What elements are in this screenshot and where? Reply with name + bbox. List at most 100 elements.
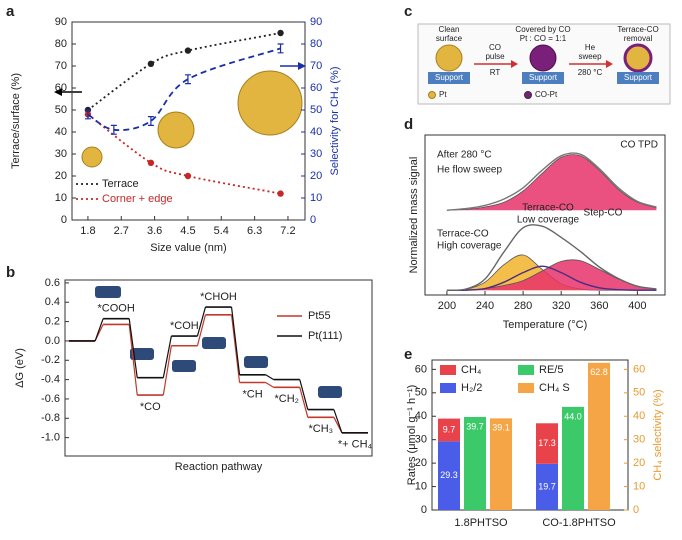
step-title: surface	[436, 34, 463, 43]
value-label: 44.0	[564, 411, 582, 421]
arrow-label: RT	[490, 68, 501, 77]
error-bar	[84, 109, 91, 120]
y-tick-label: 30	[310, 148, 322, 160]
diagram: Clean surface Support Covered by CO Pt :…	[417, 23, 671, 105]
panel-label: e	[404, 346, 412, 363]
step: Covered by CO Pt : CO = 1:1 Support	[515, 25, 571, 84]
legend-label: RE/5	[539, 364, 563, 376]
y-tick-label: 80	[55, 38, 67, 50]
state-label: *CH₃	[309, 423, 334, 435]
annotation: Terrace-CO	[522, 203, 574, 214]
legend-label: Pt55	[308, 310, 331, 322]
y-tick-label: 10	[415, 480, 427, 492]
y-tick-label: 20	[633, 457, 645, 469]
y-tick-label: 10	[55, 192, 67, 204]
support	[428, 72, 470, 84]
y-tick-label: 40	[633, 410, 645, 422]
arrow-label: pulse	[485, 52, 505, 61]
panel-label: c	[404, 3, 412, 20]
y-tick-label: 0	[421, 504, 427, 516]
plot-frame	[424, 134, 666, 296]
step-title: Terrace-CO	[617, 25, 658, 34]
connector	[230, 307, 241, 375]
bar	[536, 423, 558, 464]
legend-label: CH₄	[461, 364, 482, 376]
point	[277, 29, 284, 37]
value-label: 9.7	[443, 424, 456, 434]
y-tick-label: 70	[310, 60, 322, 72]
process-arrow: He sweep 280 °C	[569, 43, 613, 77]
x-tick-label: 2.7	[114, 225, 129, 237]
support-label: Support	[529, 73, 558, 82]
axis-title: Normalized mass signal	[408, 157, 420, 274]
y-tick-label: 60	[55, 82, 67, 94]
y-tick-label: 60	[310, 82, 322, 94]
annotation: CO TPD	[620, 140, 658, 151]
y-tick-label: 0.6	[45, 277, 60, 289]
panel-label: b	[6, 264, 15, 281]
connector	[128, 318, 138, 378]
state-label: *CO	[140, 401, 161, 413]
bar	[562, 406, 584, 510]
x-tick-label: 280	[514, 300, 532, 312]
y-tick-label: 50	[310, 104, 322, 116]
area-fill	[446, 154, 657, 211]
value-label: 62.8	[590, 367, 608, 377]
x-tick-label: 400	[628, 300, 646, 312]
axis-title: CH₄ selectivity (%)	[652, 389, 664, 480]
step: Terrace-CO removal Support	[617, 25, 659, 84]
y-tick-label: 0.4	[45, 296, 60, 308]
legend-label: Pt(111)	[308, 330, 342, 342]
plot-frame	[64, 279, 373, 457]
x-tick-label: 320	[552, 300, 570, 312]
annotation: Low coverage	[517, 215, 580, 226]
y-tick-label: -0.8	[41, 412, 60, 424]
panel-label: a	[6, 3, 15, 20]
connector	[196, 314, 207, 346]
y-tick-label: 30	[415, 434, 427, 446]
arrow-label: CO	[489, 43, 501, 52]
point	[184, 47, 192, 54]
error-bar	[184, 74, 191, 85]
support	[617, 72, 659, 84]
annotation: He flow sweep	[437, 165, 502, 176]
value-label: 29.3	[440, 470, 458, 480]
support-label: Support	[435, 73, 464, 82]
state-label: *COH	[170, 320, 199, 332]
value-label: 39.1	[492, 423, 510, 433]
value-label: 19.7	[538, 481, 556, 491]
connector	[299, 379, 309, 410]
support	[522, 72, 564, 84]
legend-dot	[524, 91, 532, 99]
state-label: *CH	[243, 388, 263, 400]
arrow-label: sweep	[578, 52, 602, 61]
error-bar	[147, 116, 154, 126]
bar	[438, 418, 460, 442]
bar	[464, 416, 486, 510]
connector	[94, 318, 104, 342]
series-line	[87, 47, 281, 131]
annotation: After 280 °C	[437, 150, 492, 161]
connector	[230, 314, 241, 383]
series-line	[446, 154, 657, 211]
legend-swatch	[518, 365, 534, 375]
particle	[529, 44, 557, 72]
step-title: Pt : CO = 1:1	[520, 34, 567, 43]
y-tick-label: 40	[55, 126, 67, 138]
y-tick-label: 40	[310, 126, 322, 138]
y-tick-label: 0	[310, 214, 316, 226]
x-tick-label: 5.4	[214, 225, 229, 237]
connector	[265, 381, 274, 388]
state-label: *COOH	[98, 303, 135, 315]
y-tick-label: 0	[61, 214, 67, 226]
y-tick-label: 70	[55, 60, 67, 72]
state-label: *+ CH₄	[338, 439, 373, 451]
series-line	[446, 265, 657, 292]
nanoparticles	[81, 70, 303, 168]
connector	[299, 387, 309, 418]
legend-label: CO-Pt	[535, 90, 558, 99]
y-tick-label: 20	[55, 170, 67, 182]
arrow-label: He	[585, 43, 596, 52]
annotation: Step-CO	[584, 208, 623, 219]
x-tick-label: 3.6	[147, 225, 162, 237]
